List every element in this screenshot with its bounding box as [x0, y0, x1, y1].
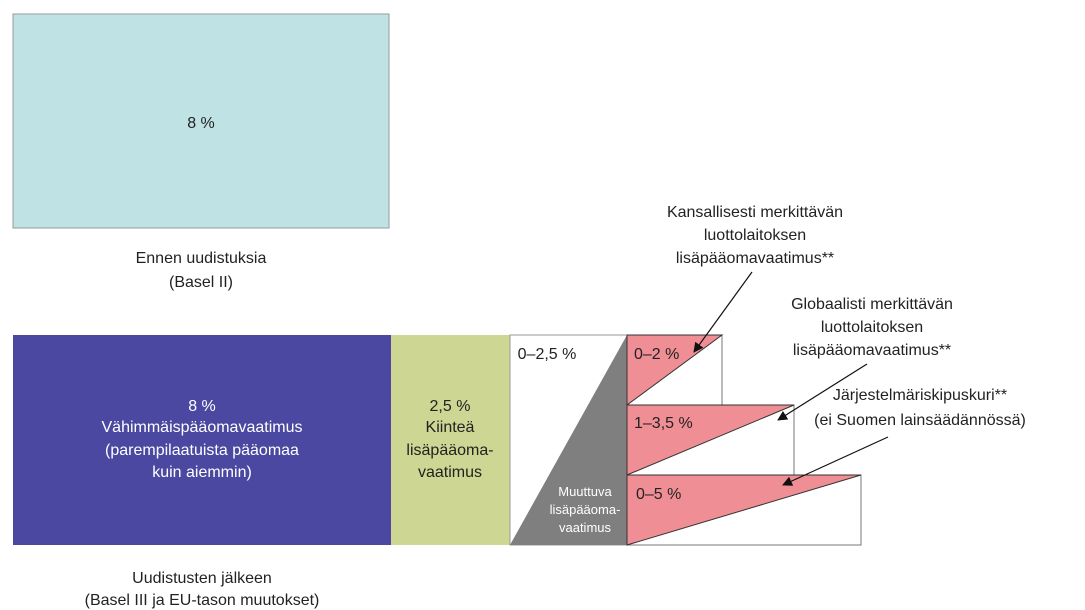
systemic-buffer-wedge [626, 474, 862, 546]
fixed-buffer-line3: lisäpääoma- [406, 442, 493, 459]
after-reform-group: 8 % Vähimmäispääomavaatimus (parempilaat… [13, 204, 1026, 609]
gsii-buffer-range: 1–3,5 % [634, 415, 693, 432]
after-caption-line2: (Basel III ja EU-tason muutokset) [85, 592, 320, 609]
basel2-minimum-box [12, 13, 390, 229]
variable-buffer-range-label: 0–2,5 % [518, 346, 577, 363]
osii-annotation-arrow [693, 271, 753, 353]
gsii-annotation-line3: lisäpääomavaatimus** [793, 342, 951, 359]
gsii-annotation: Globaalisti merkittävän luottolaitoksen … [777, 296, 953, 421]
variable-buffer-wedge [510, 335, 627, 545]
variable-buffer-line2: lisäpääoma- [550, 502, 621, 517]
systemic-annotation: Järjestelmäriskipuskuri** (ei Suomen lai… [782, 387, 1026, 486]
gsii-annotation-arrow [777, 363, 868, 421]
systemic-annotation-line2: (ei Suomen lainsäädännössä) [814, 412, 1026, 429]
basel2-minimum-label: 8 % [187, 115, 215, 132]
before-caption-line1: Ennen uudistuksia [136, 250, 267, 267]
fixed-buffer-line1: 2,5 % [430, 398, 471, 415]
minimum-requirement-line2: Vähimmäispääomavaatimus [102, 419, 303, 436]
before-reform-group: 8 % Ennen uudistuksia (Basel II) [12, 13, 390, 291]
after-caption-line1: Uudistusten jälkeen [132, 570, 272, 587]
gsii-annotation-line1: Globaalisti merkittävän [791, 296, 953, 313]
osii-buffer-range: 0–2 % [634, 346, 679, 363]
systemic-annotation-arrow [782, 436, 889, 486]
osii-annotation-line2: luottolaitoksen [704, 227, 806, 244]
variable-buffer-line3: vaatimus [559, 520, 612, 535]
gsii-annotation-line2: luottolaitoksen [821, 319, 923, 336]
osii-annotation-line1: Kansallisesti merkittävän [667, 204, 843, 221]
fixed-buffer-box [391, 335, 510, 545]
systemic-annotation-line1: Järjestelmäriskipuskuri** [833, 387, 1007, 404]
buffer-staircase: 0–2 % 1–3,5 % 0–5 % [626, 334, 862, 546]
variable-buffer-line1: Muuttuva [558, 484, 612, 499]
osii-annotation: Kansallisesti merkittävän luottolaitokse… [667, 204, 843, 353]
before-caption-line2: (Basel II) [169, 274, 233, 291]
systemic-buffer-range: 0–5 % [636, 486, 681, 503]
fixed-buffer-line2: Kiinteä [426, 419, 475, 436]
fixed-buffer-line4: vaatimus [418, 464, 482, 481]
minimum-requirement-line4: kuin aiemmin) [152, 464, 252, 481]
minimum-requirement-box [13, 335, 391, 545]
osii-annotation-line3: lisäpääomavaatimus** [676, 250, 834, 267]
gsii-buffer-wedge [626, 404, 795, 476]
minimum-requirement-line3: (parempilaatuista pääomaa [105, 442, 299, 459]
minimum-requirement-line1: 8 % [188, 398, 216, 415]
